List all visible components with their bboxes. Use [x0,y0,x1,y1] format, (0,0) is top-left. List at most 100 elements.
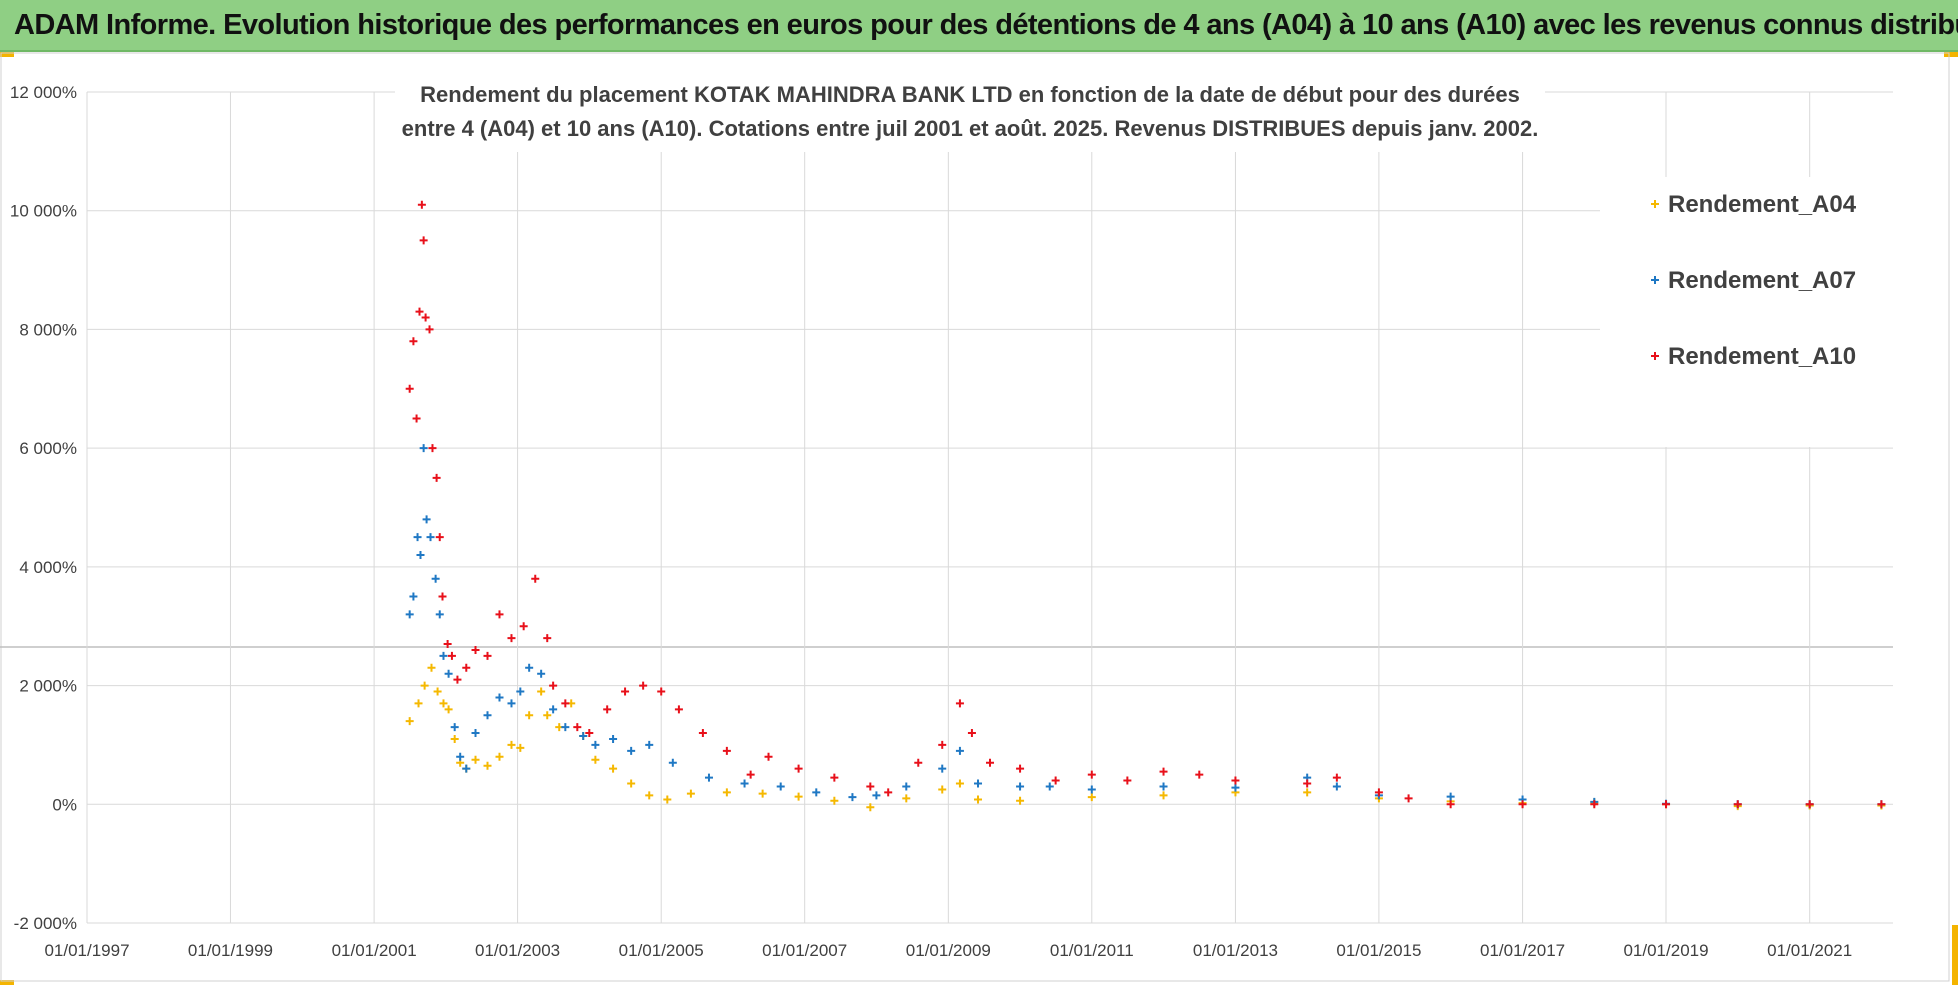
data-point [573,723,582,732]
data-point [419,444,428,453]
data-point [609,734,618,743]
corner-marker-bottom-right [1952,925,1958,985]
data-point [549,681,558,690]
data-point [462,764,471,773]
data-point-shape [1446,800,1455,809]
x-tick-label: 01/01/2019 [1623,941,1708,960]
data-point-shape [794,764,803,773]
data-point [1087,793,1096,802]
data-point-shape [938,785,947,794]
data-point [1159,791,1168,800]
header-bar: ADAM Informe. Evolution historique des p… [0,0,1958,52]
data-point [416,550,425,559]
data-point [409,337,418,346]
data-point [627,746,636,755]
y-tick-label: 6 000% [19,439,77,458]
data-point-shape [621,687,630,696]
chart-title-background [395,72,1545,152]
scatter-chart: -2 000% 0% 2 000% 4 000% 6 000% 8 000% 10 000%… [0,52,1950,982]
data-point-shape [914,758,923,767]
data-point [645,740,654,749]
data-point [902,782,911,791]
data-point [495,610,504,619]
y-tick-label: 0% [52,795,77,814]
data-point [417,200,426,209]
data-point-shape [462,663,471,672]
data-point [609,764,618,773]
data-point-shape [627,779,636,788]
data-point-shape [967,729,976,738]
data-point-shape [758,789,767,798]
series-Rendement_A07 [405,444,1886,809]
data-point-shape [1590,800,1599,809]
data-point [507,740,516,749]
data-point [1303,788,1312,797]
page-title: ADAM Informe. Evolution historique des p… [14,9,1958,41]
data-point [1518,800,1527,809]
data-point [794,792,803,801]
corner-marker-top-right [1944,52,1958,57]
x-tick-label: 01/01/2011 [1050,941,1134,960]
x-tick-label: 01/01/2007 [762,941,847,960]
data-point [746,770,755,779]
series-Rendement_A10 [405,200,1886,809]
data-point-shape [471,755,480,764]
legend-marker-Rendement_A10-shape [1651,352,1659,360]
data-point [543,634,552,643]
data-point [447,651,456,660]
x-tick-label: 01/01/2021 [1767,941,1852,960]
data-point [433,687,442,696]
data-point-shape [416,550,425,559]
data-point [674,705,683,714]
data-point-shape [549,705,558,714]
legend-marker-Rendement_A04-shape [1651,200,1659,208]
data-point [427,663,436,672]
data-point [645,791,654,800]
data-point-shape [435,533,444,542]
legend-marker-Rendement_A07-shape [1651,276,1659,284]
data-point-shape [462,764,471,773]
data-point-shape [955,779,964,788]
data-point-shape [1231,783,1240,792]
legend-label: Rendement_A10 [1668,343,1856,370]
x-tick-label: 01/01/2001 [332,941,417,960]
data-point [483,761,492,770]
data-point [830,773,839,782]
data-point [848,793,857,802]
data-point [471,729,480,738]
data-point-shape [1733,800,1742,809]
data-point [537,687,546,696]
data-point-shape [439,699,448,708]
data-point-shape [645,791,654,800]
data-point [561,723,570,732]
data-point [1159,767,1168,776]
data-point [444,669,453,678]
data-point [1404,794,1413,803]
data-point-shape [974,779,983,788]
data-point-shape [812,788,821,797]
data-point-shape [422,515,431,524]
chart-border [0,52,1950,982]
data-point-shape [413,533,422,542]
data-point [740,779,749,788]
data-point-shape [1332,782,1341,791]
data-point-shape [428,444,437,453]
data-point [405,610,414,619]
data-point [974,779,983,788]
data-point [1016,796,1025,805]
data-point [663,795,672,804]
data-point [621,687,630,696]
data-point [1662,800,1671,809]
data-point-shape [419,444,428,453]
data-point [657,687,666,696]
data-point [1332,773,1341,782]
data-point [758,789,767,798]
data-point [516,743,525,752]
corner-marker-bottom-left [0,980,14,985]
data-point-shape [507,634,516,643]
data-point-shape [456,752,465,761]
data-point [431,574,440,583]
data-point-shape [1446,792,1455,801]
y-tick-label: 4 000% [19,558,77,577]
data-point-shape [549,681,558,690]
